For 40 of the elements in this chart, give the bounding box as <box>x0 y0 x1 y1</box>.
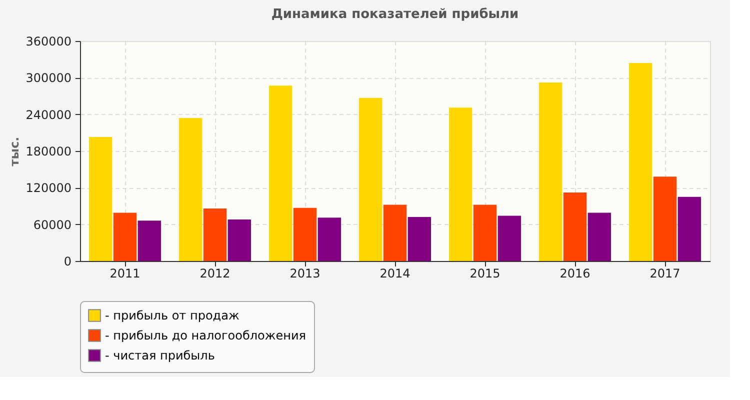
bar <box>203 208 227 261</box>
x-tick-label: 2014 <box>380 266 410 280</box>
chart-title: Динамика показателей прибыли <box>271 7 519 22</box>
x-tick-label: 2013 <box>290 266 320 280</box>
bar <box>359 98 382 261</box>
x-tick-label: 2015 <box>470 266 500 280</box>
y-tick-label: 300000 <box>26 71 72 86</box>
x-tick-label: 2012 <box>200 266 230 280</box>
bar <box>473 204 497 261</box>
y-tick-label: 120000 <box>26 181 72 196</box>
bar <box>138 220 161 261</box>
bar <box>539 82 562 261</box>
x-tick-label: 2017 <box>650 266 680 280</box>
bar <box>498 216 521 261</box>
legend-label: - прибыль до налогообложения <box>105 328 306 342</box>
bar <box>383 204 407 261</box>
legend-label: - прибыль от продаж <box>105 308 240 322</box>
bar <box>113 212 137 261</box>
y-tick-label: 240000 <box>26 108 72 122</box>
bar <box>293 208 317 261</box>
bar <box>653 176 677 261</box>
bar <box>629 63 652 261</box>
y-tick-label: 0 <box>64 254 72 268</box>
y-tick-label: 360000 <box>26 34 72 48</box>
bar <box>269 86 292 261</box>
x-tick-label: 2011 <box>110 266 140 280</box>
y-tick-label: 60000 <box>33 218 72 232</box>
y-tick-label: 180000 <box>26 144 72 158</box>
y-axis-title: тыс. <box>8 136 22 166</box>
x-tick-label: 2016 <box>560 266 590 280</box>
bar <box>179 118 202 261</box>
bar <box>408 217 431 261</box>
bar <box>318 218 341 261</box>
bar <box>228 219 251 261</box>
bar <box>449 108 472 261</box>
bar <box>89 136 112 261</box>
bar <box>588 212 611 261</box>
bar <box>563 192 587 261</box>
bar <box>678 196 701 261</box>
legend-label: - чистая прибыль <box>105 348 215 362</box>
